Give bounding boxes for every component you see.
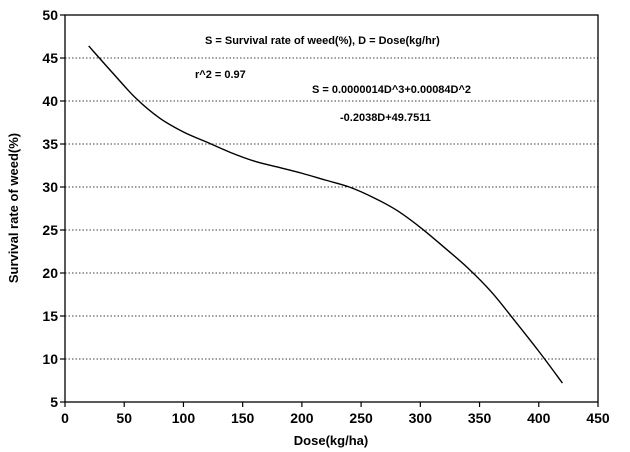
x-axis-label: Dose(kg/ha) [294, 433, 368, 448]
x-tick-label: 100 [172, 410, 196, 426]
y-tick-label: 15 [42, 308, 58, 324]
plot-area-frame [64, 14, 599, 403]
regression-equation-line1: S = 0.0000014D^3+0.00084D^2 [312, 84, 471, 96]
x-tick-label: 200 [290, 410, 314, 426]
r-squared-annotation: r^2 = 0.97 [195, 69, 246, 81]
y-tick-label: 25 [42, 222, 58, 238]
label-layer: Dose(kg/ha) Survival rate of weed(%) S =… [6, 35, 471, 448]
series-layer [88, 45, 564, 384]
y-tick-label: 20 [42, 265, 58, 281]
equation-legend-annotation: S = Survival rate of weed(%), D = Dose(k… [205, 35, 440, 47]
x-tick-label: 150 [231, 410, 255, 426]
y-tick-label: 10 [42, 351, 58, 367]
x-tick-label: 0 [61, 410, 69, 426]
tick-layer: 5 10 15 20 25 30 35 40 45 50 0 50 100 150 200 250 300 350… [42, 7, 609, 426]
y-axis-label: Survival rate of weed(%) [6, 133, 21, 283]
y-tick-label: 40 [42, 93, 58, 109]
gridlines [65, 57, 598, 360]
y-tick-label: 45 [42, 50, 58, 66]
x-tick-label: 450 [586, 410, 610, 426]
series-line-0 [88, 45, 564, 384]
y-tick-label: 35 [42, 136, 58, 152]
regression-equation-line2: -0.2038D+49.7511 [340, 112, 431, 124]
x-tick-label: 50 [116, 410, 132, 426]
x-tick-label: 300 [409, 410, 433, 426]
x-tick-label: 250 [349, 410, 373, 426]
x-tick-label: 350 [468, 410, 492, 426]
y-tick-label: 5 [50, 394, 58, 410]
y-tick-label: 50 [42, 7, 58, 23]
x-tick-label: 400 [527, 410, 551, 426]
y-tick-label: 30 [42, 179, 58, 195]
